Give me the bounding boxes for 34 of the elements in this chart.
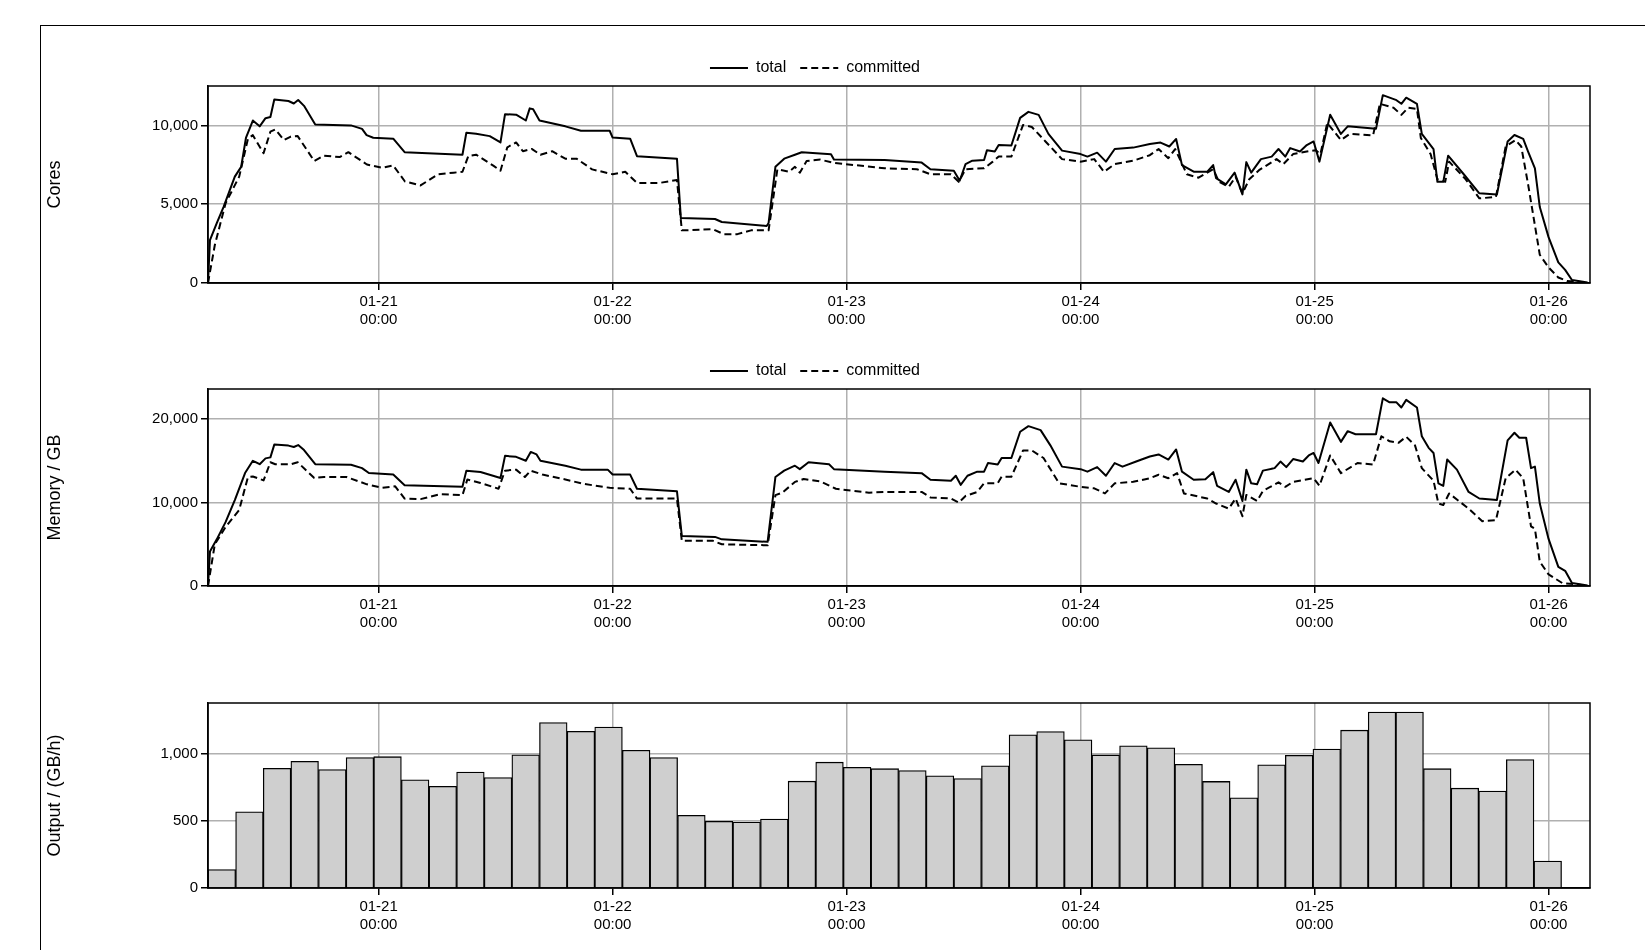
x-tick-label: 01-22 00:00 [593, 897, 632, 933]
y-tick-label: 0 [189, 273, 198, 291]
legend-label: total [755, 58, 787, 76]
x-tick-label: 01-23 00:00 [827, 595, 866, 631]
x-tick-label: 01-22 00:00 [593, 292, 632, 328]
legend-label: committed [846, 361, 921, 379]
y-axis-title: Cores [43, 160, 64, 209]
x-tick-label: 01-23 00:00 [827, 292, 866, 328]
x-tick-label: 01-25 00:00 [1295, 292, 1334, 328]
x-tick-label: 01-25 00:00 [1295, 595, 1334, 631]
x-tick-label: 01-23 00:00 [827, 897, 866, 933]
y-axis-title: Memory / GB [43, 434, 64, 541]
y-tick-label: 5,000 [160, 194, 198, 212]
legend-label: committed [846, 58, 921, 76]
x-tick-label: 01-24 00:00 [1061, 595, 1100, 631]
legend-label: total [755, 361, 787, 379]
y-tick-label: 20,000 [152, 409, 198, 427]
x-tick-label: 01-26 00:00 [1529, 292, 1568, 328]
y-tick-label: 0 [189, 576, 198, 594]
y-tick-label: 500 [172, 810, 198, 828]
y-axis-title: Output / (GB/h) [43, 734, 64, 857]
x-tick-label: 01-26 00:00 [1529, 595, 1568, 631]
y-tick-label: 10,000 [152, 115, 198, 133]
x-tick-label: 01-21 00:00 [359, 897, 398, 933]
x-tick-label: 01-26 00:00 [1529, 897, 1568, 933]
x-tick-label: 01-22 00:00 [593, 595, 632, 631]
y-tick-label: 1,000 [160, 743, 198, 761]
y-tick-label: 0 [189, 878, 198, 896]
x-tick-label: 01-21 00:00 [359, 595, 398, 631]
y-tick-label: 10,000 [152, 492, 198, 510]
x-tick-label: 01-25 00:00 [1295, 897, 1334, 933]
x-tick-label: 01-24 00:00 [1061, 292, 1100, 328]
x-tick-label: 01-21 00:00 [359, 292, 398, 328]
x-tick-label: 01-24 00:00 [1061, 897, 1100, 933]
